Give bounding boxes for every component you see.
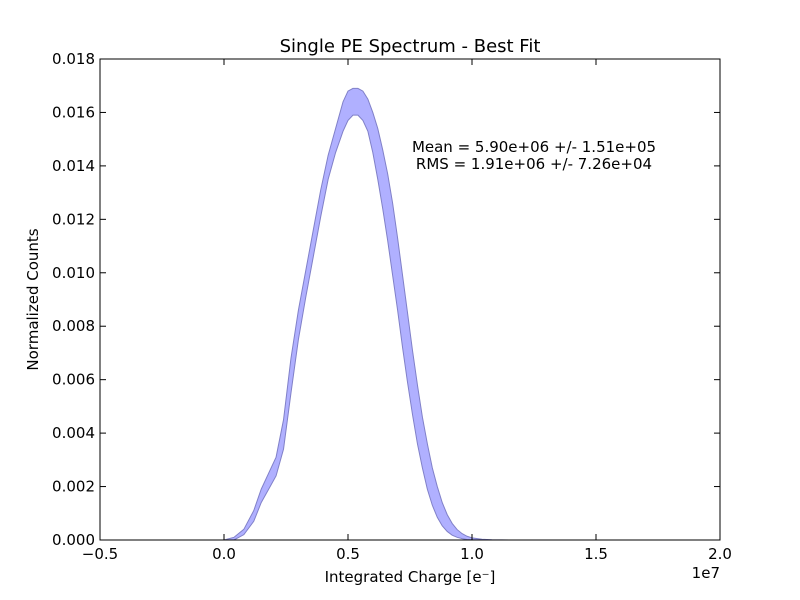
- y-tick-label: 0.016: [52, 103, 95, 121]
- x-tick-label: 0.0: [212, 545, 236, 563]
- x-tick-label: 1.5: [584, 545, 608, 563]
- y-tick-label: 0.006: [52, 371, 95, 389]
- y-tick-label: 0.002: [52, 478, 95, 496]
- series-layer: [223, 87, 720, 541]
- ticks-layer: −0.5 0.0 0.5 1.0 1.5 2.0 0.000 0.002 0.004 0.006 0…: [52, 50, 732, 563]
- x-tick-label: 2.0: [708, 545, 732, 563]
- chart-title: Single PE Spectrum - Best Fit: [280, 36, 541, 57]
- y-tick-label: 0.008: [52, 317, 95, 335]
- y-axis-title: Normalized Counts: [24, 228, 42, 370]
- x-tick-label: 0.5: [336, 545, 360, 563]
- x-axis-offset-label: 1e7: [692, 564, 720, 582]
- y-tick-label: 0.012: [52, 210, 95, 228]
- y-tick-label: 0.014: [52, 157, 95, 175]
- y-tick-label: 0.010: [52, 264, 95, 282]
- x-tick-label: −0.5: [82, 545, 118, 563]
- x-axis-title: Integrated Charge [e⁻]: [325, 568, 496, 586]
- y-tick-label: 0.004: [52, 424, 95, 442]
- y-tick-label: 0.018: [52, 50, 95, 68]
- annotation-mean: Mean = 5.90e+06 +/- 1.51e+05: [412, 138, 656, 156]
- annotation-rms: RMS = 1.91e+06 +/- 7.26e+04: [416, 155, 652, 173]
- x-tick-label: 1.0: [460, 545, 484, 563]
- plot-frame: [99, 58, 721, 541]
- series-band-0: [223, 87, 720, 541]
- y-tick-label: 0.000: [52, 531, 95, 549]
